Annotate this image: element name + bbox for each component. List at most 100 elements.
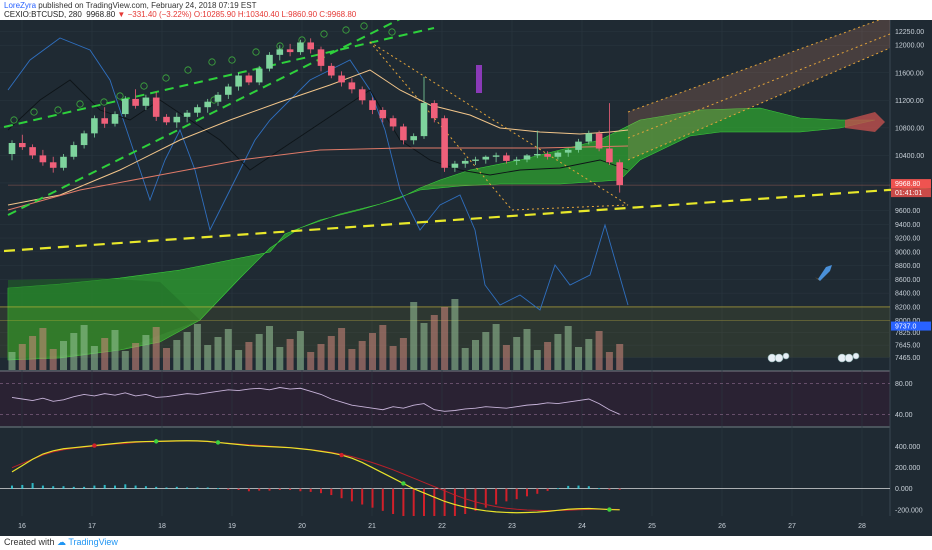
chart-svg[interactable]: 12250.00 12000.00 11600.00 11200.00 10800.00… — [0, 20, 932, 536]
time-tick-label: 20 — [298, 523, 306, 530]
macd-histogram-bar — [464, 488, 467, 514]
macd-tick-label: 400.000 — [895, 444, 920, 451]
macd-histogram-bar — [124, 484, 127, 489]
time-tick-label: 18 — [158, 523, 166, 530]
macd-histogram-bar — [217, 488, 219, 490]
fractal-circle-marker — [208, 58, 216, 66]
volume-bar — [441, 307, 449, 370]
macd-histogram-bar — [598, 488, 601, 490]
tradingview-brand[interactable]: TradingView — [68, 537, 118, 547]
candle-body — [595, 133, 603, 149]
volume-bar — [204, 345, 212, 370]
projection-channel — [627, 33, 891, 139]
volume-bar — [616, 344, 624, 370]
price-change: −331.40 (−3.22%) — [127, 10, 192, 19]
macd-histogram-bar — [196, 487, 199, 489]
macd-histogram-bar — [299, 488, 302, 492]
candle-body — [585, 133, 593, 142]
time-tick-label: 21 — [368, 523, 376, 530]
macd-histogram-bar — [536, 488, 539, 494]
last-price-tag — [891, 179, 931, 189]
time-tick-label: 17 — [88, 523, 96, 530]
candle-body — [317, 49, 325, 66]
volume-bar — [80, 325, 88, 370]
time-tick-label: 16 — [18, 523, 26, 530]
macd-histogram-bar — [505, 488, 508, 502]
macd-histogram-bar — [186, 487, 189, 489]
symbol-label: CEXIO:BTCUSD, 280 — [4, 10, 82, 19]
volume-bar — [472, 340, 479, 370]
time-tick-label: 23 — [508, 523, 516, 530]
candle-body — [492, 155, 500, 157]
rocket-body — [818, 265, 832, 281]
header-bar: LoreZyra published on TradingView.com, F… — [0, 0, 932, 20]
candle-body — [379, 109, 387, 119]
candle-body — [297, 42, 304, 53]
volume-bar — [307, 352, 315, 370]
macd-tick-label: 200.000 — [895, 465, 920, 472]
publish-line: LoreZyra published on TradingView.com, F… — [4, 1, 256, 10]
dotted-wedge — [369, 41, 629, 206]
candle-body — [410, 136, 417, 141]
time-tick-label: 19 — [228, 523, 236, 530]
macd-tick-label: 0.000 — [895, 486, 913, 493]
macd-histogram-bar — [567, 485, 570, 489]
price-tick-label: 9000.00 — [895, 249, 920, 256]
chart-area[interactable]: 12250.00 12000.00 11600.00 11200.00 10800.00… — [0, 20, 932, 536]
macd-signal-line — [11, 440, 620, 512]
countdown-label: 01:41:01 — [895, 190, 922, 197]
author-link[interactable]: LoreZyra — [4, 1, 37, 10]
candle-body — [554, 152, 562, 157]
macd-histogram-bar — [114, 485, 116, 489]
fractal-circle-marker — [184, 66, 192, 74]
fractal-circle-marker — [54, 106, 62, 114]
macd-histogram-bar — [526, 488, 528, 497]
time-tick-label: 27 — [788, 523, 796, 530]
candle-body — [348, 82, 356, 90]
macd-histogram-bar — [495, 488, 498, 505]
volume-bar — [29, 336, 37, 370]
time-tick-label: 22 — [438, 523, 446, 530]
countdown-tag — [891, 188, 931, 198]
fractal-circle-marker — [76, 100, 84, 108]
volume-bar — [389, 346, 397, 370]
fractal-circle-marker — [228, 56, 236, 64]
candle-body — [152, 97, 160, 117]
candle-body — [204, 101, 211, 108]
volume-bar — [482, 332, 490, 370]
volume-bar — [544, 342, 552, 370]
support-trendline — [3, 185, 932, 253]
rsi-tick-label: 80.00 — [895, 381, 913, 388]
macd-histogram-bar — [330, 488, 333, 496]
macd-histogram-bar — [258, 488, 261, 491]
candle-body — [70, 145, 78, 157]
candle-body — [451, 163, 459, 168]
candle-body — [39, 155, 47, 163]
candle-body — [235, 75, 242, 87]
candle-body — [328, 65, 335, 76]
macd-histogram-bar — [309, 488, 312, 492]
macd-histogram-bar — [41, 485, 44, 489]
volume-bar — [235, 350, 243, 370]
candle-body — [286, 49, 294, 53]
candle-body — [606, 148, 613, 163]
candle-body — [523, 155, 531, 160]
indicator-value-label: 9737.0 — [895, 324, 917, 331]
event-badge-icon — [774, 353, 784, 363]
cloud-lower-fill — [8, 278, 200, 360]
candle-body — [8, 143, 16, 155]
ohlc-values: O:10285.90 H:10340.40 L:9860.90 C:9968.8… — [193, 10, 357, 19]
volume-bar — [245, 342, 253, 370]
projection-channel-fill — [628, 20, 890, 160]
price-tick-label: 8600.00 — [895, 277, 920, 284]
macd-histogram-bar — [361, 488, 364, 505]
fractal-circle-marker — [320, 30, 328, 38]
macd-histogram-bar — [402, 488, 405, 518]
down-arrow-icon: ▼ — [117, 10, 126, 19]
candle-body — [245, 75, 253, 83]
price-tick-label: 8800.00 — [895, 263, 920, 270]
price-tick-label: 10400.00 — [895, 153, 924, 160]
price-tick-label: 8200.00 — [895, 304, 920, 311]
price-tick-label: 12250.00 — [895, 29, 924, 36]
volume-bar — [8, 352, 16, 370]
